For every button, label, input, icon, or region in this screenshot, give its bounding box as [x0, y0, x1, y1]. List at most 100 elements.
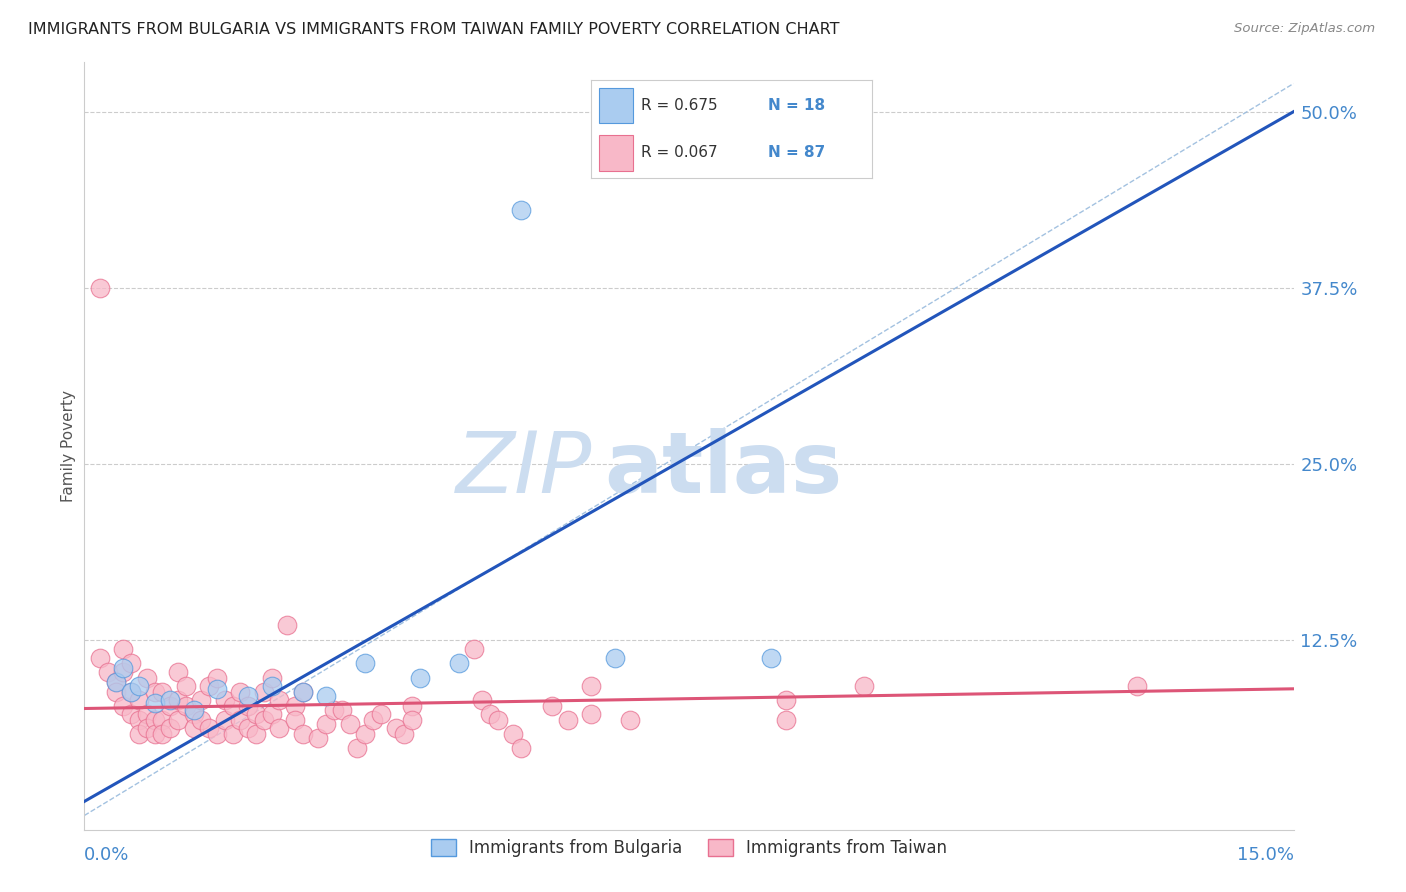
Point [619, 713, 641, 727]
Bar [599, 136, 633, 170]
Point [323, 703, 346, 717]
Point [112, 642, 135, 657]
Point [183, 721, 205, 735]
Point [128, 713, 150, 727]
Point [759, 650, 782, 665]
Point [97, 665, 120, 679]
Point [284, 713, 307, 727]
Point [89, 650, 111, 665]
Point [167, 665, 190, 679]
Point [775, 693, 797, 707]
Point [135, 671, 157, 685]
Point [167, 693, 190, 707]
Point [775, 713, 797, 727]
Point [510, 740, 533, 755]
Point [238, 721, 260, 735]
Point [354, 657, 377, 671]
Point [330, 703, 353, 717]
Text: ZIP: ZIP [456, 427, 592, 510]
Point [89, 280, 111, 294]
Point [253, 713, 276, 727]
Point [174, 698, 197, 713]
Point [150, 684, 173, 698]
Text: 15.0%: 15.0% [1236, 847, 1294, 864]
Text: R = 0.675: R = 0.675 [641, 98, 717, 113]
Point [463, 642, 485, 657]
Point [238, 689, 260, 703]
Point [143, 713, 166, 727]
Point [214, 693, 236, 707]
Point [221, 698, 243, 713]
Y-axis label: Family Poverty: Family Poverty [60, 390, 76, 502]
Point [291, 684, 314, 698]
Point [120, 684, 142, 698]
Point [135, 707, 157, 722]
Point [1126, 679, 1149, 693]
Point [581, 707, 603, 722]
Point [339, 717, 361, 731]
Point [315, 689, 337, 703]
Point [401, 713, 423, 727]
Point [260, 671, 283, 685]
Point [510, 203, 533, 218]
Point [853, 679, 876, 693]
Point [245, 707, 267, 722]
Point [361, 713, 384, 727]
Text: IMMIGRANTS FROM BULGARIA VS IMMIGRANTS FROM TAIWAN FAMILY POVERTY CORRELATION CH: IMMIGRANTS FROM BULGARIA VS IMMIGRANTS F… [28, 22, 839, 37]
Point [260, 679, 283, 693]
Point [409, 671, 432, 685]
Point [541, 698, 564, 713]
Point [315, 717, 337, 731]
Point [183, 707, 205, 722]
Point [198, 721, 221, 735]
Point [401, 698, 423, 713]
Point [150, 727, 173, 741]
Text: N = 87: N = 87 [768, 145, 825, 161]
Point [128, 693, 150, 707]
Point [581, 679, 603, 693]
Point [150, 713, 173, 727]
Point [104, 684, 127, 698]
Point [214, 713, 236, 727]
Point [486, 713, 509, 727]
Point [190, 713, 212, 727]
Point [205, 681, 228, 696]
Point [205, 727, 228, 741]
Point [112, 665, 135, 679]
Point [128, 679, 150, 693]
Point [603, 650, 626, 665]
Point [245, 727, 267, 741]
Point [346, 740, 368, 755]
Point [238, 698, 260, 713]
Point [447, 657, 470, 671]
Point [128, 727, 150, 741]
Point [229, 713, 252, 727]
Point [120, 707, 142, 722]
Point [471, 693, 494, 707]
Point [159, 698, 181, 713]
Point [291, 727, 314, 741]
Point [205, 671, 228, 685]
Point [370, 707, 392, 722]
Point [120, 684, 142, 698]
Point [120, 657, 142, 671]
Point [104, 674, 127, 689]
Point [284, 698, 307, 713]
Point [104, 674, 127, 689]
Point [557, 713, 579, 727]
Point [112, 661, 135, 675]
Point [135, 721, 157, 735]
Point [502, 727, 524, 741]
Point [183, 703, 205, 717]
Text: Source: ZipAtlas.com: Source: ZipAtlas.com [1234, 22, 1375, 36]
Point [143, 684, 166, 698]
Point [307, 731, 329, 745]
Point [198, 679, 221, 693]
Text: N = 18: N = 18 [768, 98, 825, 113]
Legend: Immigrants from Bulgaria, Immigrants from Taiwan: Immigrants from Bulgaria, Immigrants fro… [425, 832, 953, 863]
Point [276, 618, 298, 632]
Point [143, 727, 166, 741]
Point [291, 684, 314, 698]
Point [269, 693, 291, 707]
Point [174, 679, 197, 693]
